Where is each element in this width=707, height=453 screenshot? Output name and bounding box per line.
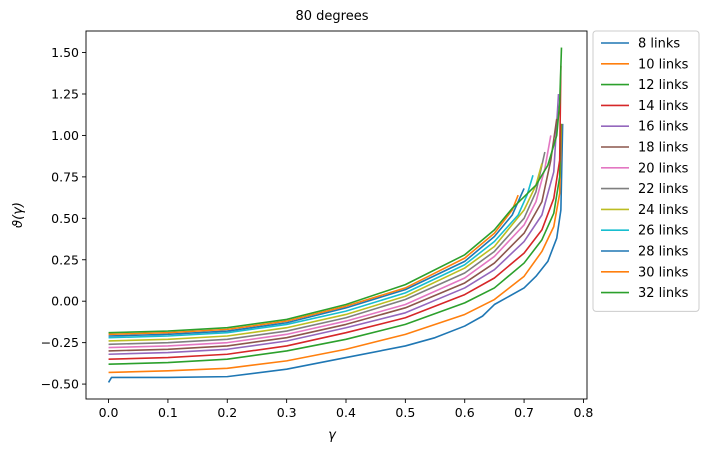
series-line-9 (108, 163, 543, 342)
plot-frame (85, 30, 588, 400)
x-tick-label: 0.8 (573, 405, 593, 420)
series-line-10 (108, 174, 534, 339)
x-tick-label: 0.2 (217, 405, 237, 420)
series-line-1 (107, 123, 564, 383)
chart-title: 80 degrees (295, 9, 368, 24)
legend-label: 14 links (638, 99, 689, 114)
y-tick-label: 0.00 (51, 294, 79, 309)
x-axis-label: γ (328, 428, 337, 443)
legend-label: 30 links (638, 265, 689, 280)
legend-label: 22 links (638, 182, 689, 197)
legend-label: 20 links (638, 161, 689, 176)
legend-label: 28 links (638, 245, 689, 260)
legend-label: 24 links (638, 203, 689, 218)
plot-area (107, 47, 564, 383)
series-line-4 (108, 65, 562, 361)
series-line-13 (108, 47, 563, 334)
y-tick-label: 1.00 (51, 128, 79, 143)
x-tick-label: 0.6 (455, 405, 475, 420)
x-tick-label: 0.1 (158, 405, 178, 420)
legend-label: 16 links (638, 120, 689, 135)
series-line-6 (108, 118, 558, 352)
legend: 8 links 10 links 12 links 14 links 16 links 1… (592, 30, 700, 312)
x-tick-label: 0.3 (277, 405, 297, 420)
y-tick-label: 0.25 (51, 252, 79, 267)
y-tick-label: 0.75 (51, 169, 79, 184)
y-tick-label: 1.25 (51, 86, 79, 101)
y-tick-label: 0.50 (51, 211, 79, 226)
x-tick-label: 0.7 (514, 405, 534, 420)
series-line-11 (108, 188, 525, 337)
series-line-7 (108, 135, 552, 349)
x-tick-label: 0.5 (395, 405, 415, 420)
legend-label: 26 links (638, 224, 689, 239)
legend-box (592, 30, 700, 312)
x-tick-label: 0.0 (99, 405, 119, 420)
x-tick-label: 0.4 (336, 405, 356, 420)
y-tick-label: −0.25 (41, 335, 79, 350)
y-axis: −0.50 −0.25 0.00 0.25 0.50 0.75 1.00 1.25 1.50 (41, 45, 86, 392)
legend-label: 8 links (638, 37, 680, 52)
y-tick-label: 1.50 (51, 45, 79, 60)
y-axis-label: ϑ(γ) (11, 202, 26, 228)
y-tick-label: −0.50 (41, 377, 79, 392)
series-line-5 (108, 93, 560, 356)
series-line-8 (108, 151, 546, 346)
series-line-3 (108, 123, 562, 365)
x-axis: 0.0 0.1 0.2 0.3 0.4 0.5 0.6 0.7 0.8 (99, 399, 593, 420)
series-line-12 (108, 194, 519, 336)
legend-label: 18 links (638, 141, 689, 156)
legend-label: 12 links (638, 78, 689, 93)
legend-label: 32 links (638, 286, 689, 301)
series-line-2 (108, 123, 563, 374)
legend-label: 10 links (638, 57, 689, 72)
